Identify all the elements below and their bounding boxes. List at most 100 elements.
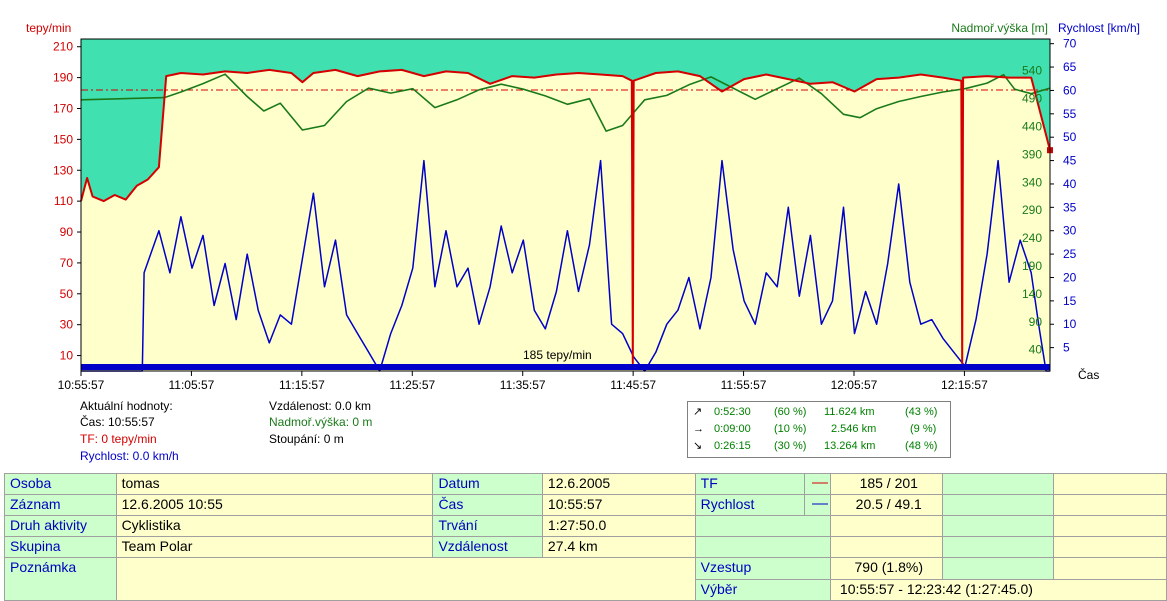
empty-cell bbox=[941, 494, 1054, 516]
x-tick-label: 12:05:57 bbox=[831, 378, 878, 392]
zaznam-value: 12.6.2005 10:55 bbox=[115, 494, 434, 516]
trvani-value: 1:27:50.0 bbox=[541, 515, 696, 537]
rychlost-legend-line bbox=[803, 494, 831, 516]
speed-tick-label: 25 bbox=[1063, 247, 1077, 261]
speed-tick-label: 15 bbox=[1063, 294, 1077, 308]
summary-distance-pct: (48 %) bbox=[905, 440, 938, 452]
altitude-tick-label: 540 bbox=[1022, 64, 1042, 78]
trvani-label: Trvání bbox=[432, 515, 543, 537]
altitude-tick-label: 90 bbox=[1029, 315, 1043, 329]
x-axis-title: Čas bbox=[1078, 367, 1099, 382]
poznamka-label: Poznámka bbox=[4, 557, 117, 601]
rychlost-value: 20.5 / 49.1 bbox=[829, 494, 943, 516]
vzdalenost-label: Vzdálenost bbox=[432, 536, 543, 558]
current-distance: Vzdálenost: 0.0 km bbox=[269, 399, 372, 413]
left-tick-label: 30 bbox=[60, 318, 74, 332]
left-tick-label: 190 bbox=[53, 71, 73, 85]
workout-chart[interactable]: 185 tepy/min tepy/min Nadmoř.výška [m] R… bbox=[0, 0, 1167, 400]
altitude-tick-label: 290 bbox=[1022, 203, 1042, 217]
speed-zero-bar bbox=[81, 364, 1050, 370]
plot-area bbox=[81, 39, 1050, 371]
speed-tick-label: 30 bbox=[1063, 224, 1077, 238]
altitude-line bbox=[80, 73, 1051, 132]
hr-fill-area bbox=[81, 39, 1050, 364]
druh-aktivity-value: Cyklistika bbox=[115, 515, 434, 537]
tf-label: TF bbox=[694, 473, 805, 495]
vzestup-value: 790 (1.8%) bbox=[829, 557, 943, 580]
summary-distance-pct: (9 %) bbox=[910, 423, 937, 435]
current-speed: Rychlost: 0.0 km/h bbox=[80, 449, 179, 463]
osoba-value: tomas bbox=[115, 473, 434, 495]
empty-cell bbox=[941, 515, 1054, 537]
speed-tick-label: 5 bbox=[1063, 341, 1070, 355]
altitude-tick-label: 190 bbox=[1022, 259, 1042, 273]
empty-cell bbox=[941, 536, 1054, 558]
empty-cell bbox=[694, 536, 831, 558]
rychlost-label: Rychlost bbox=[694, 494, 805, 516]
x-tick-label: 11:55:57 bbox=[721, 378, 767, 392]
speed-tick-label: 10 bbox=[1063, 317, 1077, 331]
altitude-tick-label: 140 bbox=[1022, 287, 1042, 301]
poznamka-value bbox=[115, 557, 696, 601]
current-values-heading: Aktuální hodnoty: bbox=[80, 399, 173, 413]
threshold-label: 185 tepy/min bbox=[523, 348, 592, 362]
x-tick-label: 10:55:57 bbox=[58, 378, 105, 392]
empty-cell bbox=[941, 473, 1054, 495]
slope-summary-box: ↗ 0:52:30 (60 %) 11.624 km (43 %) → 0:09… bbox=[687, 401, 951, 458]
x-tick-label: 12:15:57 bbox=[941, 378, 988, 392]
x-tick-label: 11:45:57 bbox=[610, 378, 656, 392]
empty-cell bbox=[1052, 515, 1167, 537]
speed-tick-label: 45 bbox=[1063, 154, 1077, 168]
skupina-label: Skupina bbox=[4, 536, 117, 558]
empty-cell bbox=[829, 515, 943, 537]
x-tick-label: 11:05:57 bbox=[169, 378, 215, 392]
altitude-tick-label: 340 bbox=[1022, 175, 1042, 189]
altitude-tick-label: 240 bbox=[1022, 231, 1042, 245]
datum-value: 12.6.2005 bbox=[541, 473, 696, 495]
uphill-arrow-icon: ↗ bbox=[693, 406, 703, 418]
speed-tick-label: 40 bbox=[1063, 177, 1077, 191]
altitude-tick-label: 390 bbox=[1022, 147, 1042, 161]
osoba-label: Osoba bbox=[4, 473, 117, 495]
summary-distance: 2.546 km bbox=[831, 423, 877, 435]
workout-info-table: Osoba tomas Datum 12.6.2005 TF 185 / 201… bbox=[4, 473, 1167, 601]
altitude-tick-label: 490 bbox=[1022, 92, 1042, 106]
skupina-value: Team Polar bbox=[115, 536, 434, 558]
x-tick-label: 11:15:57 bbox=[279, 378, 325, 392]
x-tick-label: 11:25:57 bbox=[389, 378, 435, 392]
current-altitude: Nadmoř.výška: 0 m bbox=[269, 415, 373, 429]
druh-aktivity-label: Druh aktivity bbox=[4, 515, 117, 537]
empty-cell bbox=[1052, 494, 1167, 516]
left-tick-label: 170 bbox=[53, 101, 73, 115]
left-tick-label: 110 bbox=[54, 194, 73, 208]
current-time: Čas: 10:55:57 bbox=[80, 415, 155, 429]
summary-time-pct: (30 %) bbox=[774, 440, 807, 452]
left-tick-label: 210 bbox=[53, 40, 73, 54]
altitude-axis-title: Nadmoř.výška [m] bbox=[951, 21, 1048, 35]
left-tick-label: 50 bbox=[60, 287, 74, 301]
speed-tick-label: 50 bbox=[1063, 130, 1077, 144]
speed-tick-label: 60 bbox=[1063, 83, 1077, 97]
tf-value: 185 / 201 bbox=[829, 473, 943, 495]
vzestup-label: Vzestup bbox=[694, 557, 831, 580]
summary-distance: 11.624 km bbox=[824, 406, 875, 418]
speed-tick-label: 35 bbox=[1063, 200, 1077, 214]
current-hr: TF: 0 tepy/min bbox=[80, 432, 157, 446]
empty-cell bbox=[694, 515, 831, 537]
speed-axis-title: Rychlost [km/h] bbox=[1058, 21, 1140, 35]
empty-cell bbox=[941, 557, 1054, 580]
cas-value: 10:55:57 bbox=[541, 494, 696, 516]
altitude-tick-label: 40 bbox=[1029, 343, 1043, 357]
downhill-arrow-icon: ↘ bbox=[693, 440, 703, 452]
empty-cell bbox=[829, 536, 943, 558]
zaznam-label: Záznam bbox=[4, 494, 117, 516]
left-axis-title: tepy/min bbox=[26, 21, 71, 35]
speed-tick-label: 55 bbox=[1063, 107, 1077, 121]
summary-time: 0:52:30 bbox=[714, 406, 751, 418]
speed-tick-label: 65 bbox=[1063, 60, 1077, 74]
plot-frame bbox=[80, 38, 1051, 372]
summary-time-pct: (10 %) bbox=[774, 423, 807, 435]
hr-area-fill bbox=[81, 39, 1050, 364]
summary-distance-pct: (43 %) bbox=[905, 406, 938, 418]
tf-legend-line bbox=[803, 473, 831, 495]
